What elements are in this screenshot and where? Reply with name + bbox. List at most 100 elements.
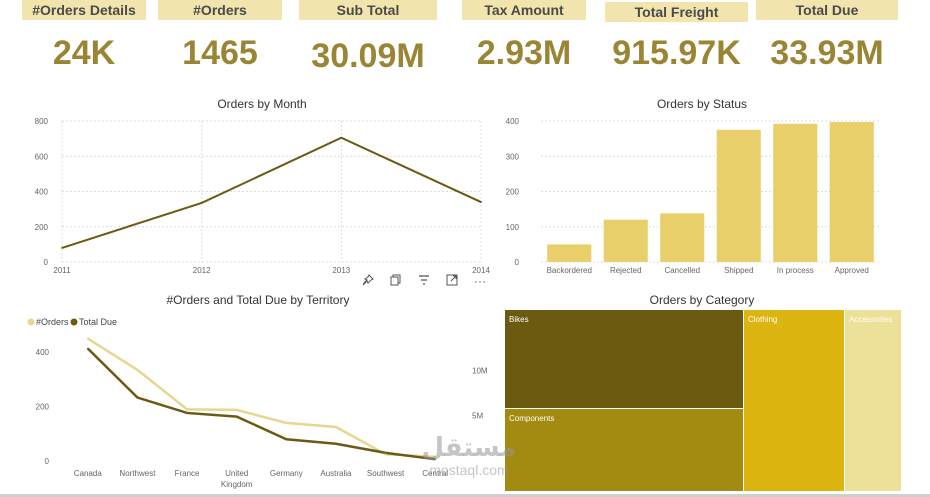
x-tick-label: Northwest <box>119 469 156 478</box>
visual-toolbar: ··· <box>360 274 488 289</box>
x-tick-label: Backordered <box>547 266 592 275</box>
x-tick-label: United Kingdom <box>221 469 253 489</box>
data-point <box>480 201 482 203</box>
orders-by-status-chart[interactable]: Orders by Status 0 100 200 300 400 Backordere… <box>495 90 920 280</box>
x-tick-label-line: France <box>175 469 200 478</box>
status-bar <box>773 123 818 262</box>
bottom-border <box>0 494 930 497</box>
x-tick-label: 2012 <box>193 266 211 275</box>
x-tick-label-line: United <box>225 469 248 478</box>
total-due-series-line <box>86 347 436 461</box>
x-tick-label: France <box>175 469 200 478</box>
chart-title: #Orders and Total Due by Territory <box>167 293 350 307</box>
status-bar <box>716 129 761 262</box>
x-tick-label-line: Central <box>422 469 448 478</box>
x-tick-label: Australia <box>320 469 352 478</box>
kpi-label-orders-details: #Orders Details <box>22 0 146 20</box>
kpi-value-sub-total: 30.09M <box>311 37 425 75</box>
orders-by-category-chart[interactable]: Orders by Category Bikes Components Clothi… <box>500 288 925 494</box>
chart-title: Orders by Month <box>217 97 306 111</box>
orders-by-month-chart[interactable]: Orders by Month 0 200 400 600 800 2011 2012 201… <box>0 90 490 280</box>
pin-icon[interactable] <box>360 274 376 289</box>
y-tick-label: 0 <box>44 258 49 267</box>
orders-data-point <box>136 369 139 371</box>
total-due-data-point <box>186 412 188 414</box>
status-bar <box>547 244 592 262</box>
x-tick-label-line: Kingdom <box>221 480 253 489</box>
x-tick-label: Cancelled <box>664 266 700 275</box>
y-tick-label: 0 <box>45 457 50 466</box>
y-tick-label: 400 <box>506 117 520 126</box>
filter-icon[interactable] <box>416 274 432 289</box>
total-due-data-point <box>335 442 337 445</box>
treemap-tile <box>744 310 844 491</box>
kpi-label-total-due: Total Due <box>756 0 898 20</box>
data-point <box>200 202 203 204</box>
y-tick-label: 300 <box>506 152 520 161</box>
y-tick-label: 100 <box>506 223 520 232</box>
x-tick-label: Germany <box>270 469 303 478</box>
treemap-label: Bikes <box>509 315 529 324</box>
watermark: مستقل mostaql.com <box>404 434 534 478</box>
x-tick-label-line: Southwest <box>367 469 405 478</box>
x-tick-label-line: Northwest <box>119 469 156 478</box>
y-tick-label: 200 <box>36 403 50 412</box>
focus-mode-icon[interactable] <box>444 274 460 289</box>
y-tick-label: 400 <box>36 348 50 357</box>
data-point <box>61 247 63 249</box>
kpi-value-orders-details: 24K <box>52 34 116 72</box>
orders-data-point <box>434 456 436 458</box>
watermark-latin: mostaql.com <box>429 462 509 478</box>
x-tick-label-line: Canada <box>74 469 103 478</box>
total-due-data-point <box>235 415 238 418</box>
kpi-label-total-freight: Total Freight <box>605 2 748 22</box>
chart-title: Orders by Status <box>657 97 747 111</box>
orders-data-point <box>384 453 387 455</box>
status-bar <box>829 122 874 262</box>
x-tick-label: Southwest <box>367 469 405 478</box>
orders-data-point <box>186 408 188 411</box>
kpi-label-orders: #Orders <box>158 0 282 20</box>
total-due-data-point <box>434 458 436 460</box>
status-bar <box>603 219 648 262</box>
kpi-value-total-due: 33.93M <box>770 34 884 72</box>
data-point <box>340 136 343 139</box>
x-tick-label: Rejected <box>610 266 642 275</box>
total-due-data-point <box>136 396 139 399</box>
kpi-label-tax-amount: Tax Amount <box>462 0 586 20</box>
orders-data-point <box>235 409 238 411</box>
treemap-tile <box>845 310 901 491</box>
x-tick-label: 2013 <box>332 266 350 275</box>
y-tick-label: 0 <box>515 258 520 267</box>
y-tick-label: 400 <box>35 188 49 197</box>
kpi-value-total-freight: 915.97K <box>612 34 741 72</box>
copy-icon[interactable] <box>388 274 404 289</box>
orders-and-total-due-by-territory-chart[interactable]: #Orders and Total Due by Territory 0 200 4… <box>0 288 500 494</box>
legend-label-orders: #Orders <box>36 317 69 327</box>
kpi-value-tax-amount: 2.93M <box>476 34 572 72</box>
x-tick-label: Shipped <box>724 266 753 275</box>
more-options-icon[interactable]: ··· <box>474 274 486 288</box>
x-tick-label: 2011 <box>53 266 71 275</box>
y-tick-label: 600 <box>35 152 49 161</box>
x-tick-label: Canada <box>74 469 103 478</box>
total-due-data-point <box>285 438 288 441</box>
kpi-label-sub-total: Sub Total <box>299 0 437 20</box>
chart-title: Orders by Category <box>650 293 755 307</box>
legend-marker-orders <box>27 318 35 326</box>
x-tick-label: Central <box>422 469 448 478</box>
x-tick-label: Approved <box>835 266 869 275</box>
y-tick-label: 200 <box>35 223 49 232</box>
legend-marker-total-due <box>70 318 78 326</box>
kpi-value-orders: 1465 <box>182 34 258 72</box>
orders-data-point <box>285 422 288 424</box>
treemap-label: Accessories <box>849 315 892 324</box>
orders-line <box>61 136 482 249</box>
treemap-label: Clothing <box>748 315 777 324</box>
status-bar <box>660 213 705 262</box>
x-tick-label-line: Germany <box>270 469 303 478</box>
treemap-label: Components <box>509 414 554 423</box>
treemap-tile <box>505 409 743 491</box>
y-tick-label: 200 <box>506 188 520 197</box>
orders-data-point <box>87 337 89 340</box>
